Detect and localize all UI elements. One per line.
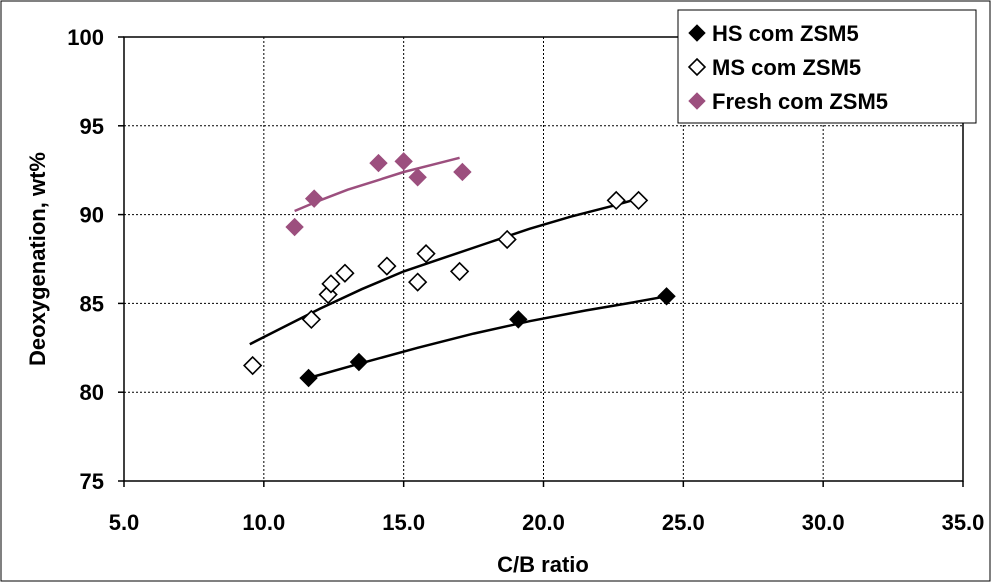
hs-com-zsm5-point xyxy=(657,287,676,306)
x-tick-label: 10.0 xyxy=(242,510,285,535)
ms-com-zsm5-point xyxy=(301,309,322,330)
x-tick-label: 25.0 xyxy=(662,510,705,535)
hs-com-zsm5-point xyxy=(509,310,528,329)
fresh-com-zsm5-point xyxy=(394,152,413,171)
hs-com-zsm5-point xyxy=(299,368,318,388)
ms-com-zsm5-legend-marker xyxy=(687,57,707,77)
ms-com-zsm5-point xyxy=(628,190,649,211)
y-tick-label: 90 xyxy=(80,203,104,228)
hs-com-zsm5-trendline xyxy=(308,295,667,380)
fresh-com-zsm5-point xyxy=(408,168,427,187)
hs-com-zsm5-legend-marker xyxy=(688,24,706,42)
points-layer xyxy=(243,152,676,388)
x-tick-label: 20.0 xyxy=(522,510,565,535)
y-axis-title: Deoxygenation, wt% xyxy=(25,152,50,366)
ms-com-zsm5-point xyxy=(408,272,428,292)
legend-box xyxy=(677,9,977,124)
y-tick-label: 95 xyxy=(80,114,104,139)
x-tick-label: 30.0 xyxy=(802,510,845,535)
y-tick-label: 100 xyxy=(67,25,104,50)
hs-com-zsm5-legend-label: HS com ZSM5 xyxy=(712,21,859,46)
ms-com-zsm5-point xyxy=(321,274,341,294)
ms-com-zsm5-point xyxy=(377,256,397,276)
ms-com-zsm5-point xyxy=(416,244,436,264)
y-tick-label: 75 xyxy=(80,469,104,494)
ticks-layer: 5.0 10.0 15.0 20.0 25.0 30.0 35.0 75 80 85 90 95 100 xyxy=(67,25,984,535)
y-tick-label: 85 xyxy=(80,291,104,316)
hs-com-zsm5-point xyxy=(349,352,369,372)
legend-items: HS com ZSM5 MS com ZSM5 Fresh com ZSM5 xyxy=(687,21,888,114)
ms-com-zsm5-point xyxy=(243,355,263,376)
y-tick-label: 80 xyxy=(80,380,104,405)
fresh-com-zsm5-point xyxy=(453,162,472,182)
legend: HS com ZSM5 MS com ZSM5 Fresh com ZSM5 xyxy=(677,9,977,124)
ms-com-zsm5-point xyxy=(606,190,626,211)
ms-com-zsm5-point xyxy=(497,229,517,250)
ms-com-zsm5-point xyxy=(449,261,470,282)
fresh-com-zsm5-point xyxy=(285,217,304,237)
fresh-com-zsm5-point xyxy=(304,189,324,208)
ms-com-zsm5-legend-label: MS com ZSM5 xyxy=(712,55,861,80)
fresh-com-zsm5-legend-label: Fresh com ZSM5 xyxy=(712,89,888,114)
x-axis-title: C/B ratio xyxy=(497,552,589,577)
ms-com-zsm5-point xyxy=(335,263,355,283)
fresh-com-zsm5-legend-marker xyxy=(688,92,706,110)
x-tick-label: 5.0 xyxy=(109,510,140,535)
x-tick-label: 15.0 xyxy=(382,510,425,535)
x-tick-label: 35.0 xyxy=(942,510,985,535)
fresh-com-zsm5-point xyxy=(369,153,388,173)
